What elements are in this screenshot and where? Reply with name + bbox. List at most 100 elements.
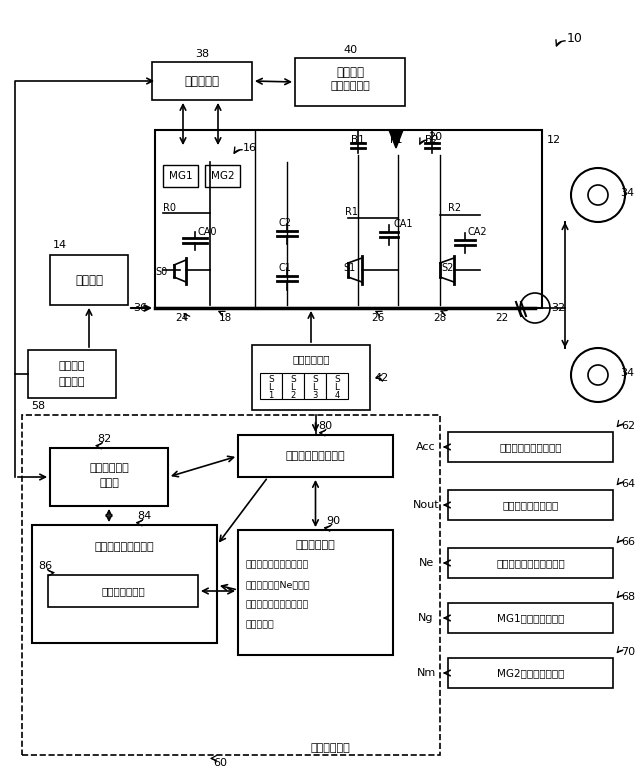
- Bar: [326, 373, 348, 399]
- Text: CA0: CA0: [198, 227, 218, 237]
- Text: S: S: [312, 374, 318, 383]
- Text: 電子制御装置: 電子制御装置: [310, 743, 350, 753]
- Text: R0: R0: [163, 203, 177, 213]
- Bar: [238, 435, 393, 477]
- Bar: [260, 373, 282, 399]
- Text: MG1: MG1: [169, 171, 192, 181]
- Text: 90: 90: [326, 516, 340, 526]
- Text: Ne: Ne: [419, 558, 434, 568]
- Text: 制御部: 制御部: [99, 478, 119, 488]
- Text: L: L: [269, 383, 273, 391]
- Text: 1: 1: [268, 390, 274, 400]
- Text: 4: 4: [334, 390, 340, 400]
- Bar: [152, 62, 252, 100]
- Text: データ記憶部: データ記憶部: [296, 540, 335, 550]
- Text: 模擬有段変速制御部: 模擬有段変速制御部: [95, 542, 154, 552]
- Bar: [448, 490, 613, 520]
- Bar: [28, 350, 116, 398]
- Text: 42: 42: [375, 373, 389, 383]
- Text: B1: B1: [351, 135, 365, 145]
- Text: MG2回転速度センサ: MG2回転速度センサ: [497, 668, 564, 678]
- Text: S2: S2: [442, 263, 454, 273]
- Text: L: L: [335, 383, 339, 391]
- Text: R1: R1: [346, 207, 358, 217]
- Bar: [50, 448, 168, 506]
- Text: L: L: [312, 383, 317, 391]
- Text: 制御装置: 制御装置: [59, 377, 85, 387]
- Bar: [282, 373, 304, 399]
- Text: 32: 32: [551, 303, 565, 313]
- Bar: [448, 432, 613, 462]
- Text: 12: 12: [547, 135, 561, 145]
- Bar: [155, 130, 542, 308]
- Text: Nm: Nm: [417, 668, 436, 678]
- Bar: [295, 58, 405, 106]
- Text: 36: 36: [133, 303, 147, 313]
- Text: エンジン: エンジン: [75, 274, 103, 287]
- Bar: [48, 575, 198, 607]
- Polygon shape: [389, 130, 403, 148]
- Bar: [210, 148, 226, 162]
- Text: 40: 40: [343, 45, 357, 55]
- Text: 84: 84: [138, 511, 152, 521]
- Text: Acc: Acc: [416, 442, 436, 452]
- Text: 26: 26: [371, 313, 385, 323]
- Text: 80: 80: [319, 421, 333, 431]
- Text: 70: 70: [621, 647, 635, 657]
- Text: インバータ: インバータ: [184, 74, 220, 87]
- Text: Ng: Ng: [419, 613, 434, 623]
- Text: 出力回転速度センサ: 出力回転速度センサ: [502, 500, 559, 510]
- Text: 24: 24: [175, 313, 189, 323]
- Text: F1: F1: [390, 135, 403, 145]
- Bar: [50, 255, 128, 305]
- Text: CA1: CA1: [393, 219, 413, 229]
- Text: 20: 20: [428, 132, 442, 142]
- Text: 28: 28: [433, 313, 447, 323]
- Text: 蓄電装置: 蓄電装置: [336, 66, 364, 79]
- Text: MG2: MG2: [211, 171, 234, 181]
- Text: B2: B2: [425, 135, 439, 145]
- Bar: [448, 603, 613, 633]
- Text: 油圧制御回路: 油圧制御回路: [292, 354, 330, 364]
- Text: L: L: [291, 383, 296, 391]
- Text: 18: 18: [218, 313, 232, 323]
- Text: 82: 82: [97, 434, 111, 444]
- Text: エンジン回転速度センサ: エンジン回転速度センサ: [496, 558, 565, 568]
- Text: 60: 60: [213, 758, 227, 768]
- Text: 16: 16: [243, 143, 257, 153]
- Text: 同期変速制御部: 同期変速制御部: [101, 586, 145, 596]
- Text: ・模擬ギヤ段変速マップ: ・模擬ギヤ段変速マップ: [246, 601, 309, 609]
- Text: 34: 34: [620, 368, 634, 378]
- Text: 64: 64: [621, 479, 635, 489]
- Text: ・模擬ギヤ段Neマップ: ・模擬ギヤ段Neマップ: [246, 581, 310, 590]
- Text: 3: 3: [312, 390, 317, 400]
- Bar: [448, 658, 613, 688]
- Bar: [163, 165, 198, 187]
- Text: 86: 86: [38, 561, 52, 571]
- Text: MG1回転速度センサ: MG1回転速度センサ: [497, 613, 564, 623]
- Bar: [448, 548, 613, 578]
- Text: 14: 14: [53, 240, 67, 250]
- Text: 22: 22: [495, 313, 509, 323]
- Bar: [205, 165, 240, 187]
- Text: ・メカギヤ段変速マップ: ・メカギヤ段変速マップ: [246, 560, 309, 570]
- Text: アクセル操作量センサ: アクセル操作量センサ: [499, 442, 562, 452]
- Text: 38: 38: [195, 49, 209, 59]
- Text: ・遅延時間: ・遅延時間: [246, 621, 275, 629]
- Text: 34: 34: [620, 188, 634, 198]
- Text: Nout: Nout: [413, 500, 439, 510]
- Text: S: S: [334, 374, 340, 383]
- Text: メカ有段変速制御部: メカ有段変速制御部: [285, 451, 346, 461]
- Bar: [175, 148, 191, 162]
- Text: C2: C2: [278, 218, 291, 228]
- Text: ハイブリッド: ハイブリッド: [89, 463, 129, 473]
- Text: 62: 62: [621, 421, 635, 431]
- Text: S1: S1: [344, 263, 356, 273]
- Bar: [238, 530, 393, 655]
- Bar: [304, 373, 326, 399]
- Text: S: S: [290, 374, 296, 383]
- Text: エンジン: エンジン: [59, 361, 85, 371]
- Text: S0: S0: [156, 267, 168, 277]
- Text: R2: R2: [449, 203, 461, 213]
- Bar: [252, 345, 370, 410]
